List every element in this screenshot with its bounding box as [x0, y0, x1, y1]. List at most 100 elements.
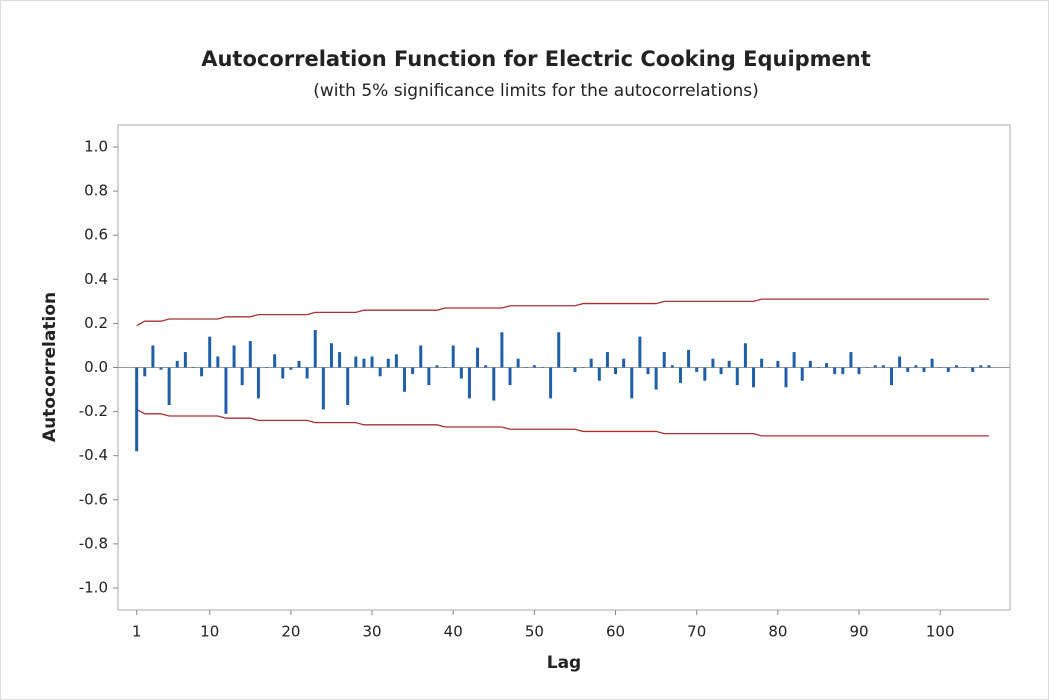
acf-bar	[354, 356, 358, 368]
acf-bar	[224, 367, 228, 414]
acf-bar	[565, 367, 569, 368]
acf-bar	[825, 363, 829, 368]
acf-bar	[386, 358, 390, 368]
acf-bar	[492, 367, 496, 401]
acf-bar	[183, 352, 187, 368]
acf-bar	[743, 343, 747, 368]
x-tick-label: 30	[362, 623, 381, 641]
acf-bar	[857, 367, 861, 375]
acf-bar	[476, 347, 480, 368]
acf-bar	[305, 367, 309, 379]
acf-bar	[240, 367, 244, 386]
y-tick-label: 1.0	[84, 138, 108, 156]
acf-bar	[265, 367, 269, 368]
x-tick-label: 60	[606, 623, 625, 641]
acf-bar	[524, 367, 528, 368]
chart-subtitle: (with 5% significance limits for the aut…	[313, 81, 759, 101]
acf-bar	[881, 365, 885, 368]
x-tick-label: 90	[849, 623, 868, 641]
acf-bar	[597, 367, 601, 381]
acf-bar	[816, 367, 820, 368]
acf-bar	[581, 367, 585, 368]
acf-bar	[451, 345, 455, 368]
acf-bar	[273, 354, 277, 368]
acf-bar	[175, 360, 179, 368]
acf-bar	[833, 367, 837, 375]
acf-bar	[589, 358, 593, 368]
acf-bar	[630, 367, 634, 399]
significance-limit	[136, 298, 989, 327]
acf-bar	[841, 367, 845, 375]
acf-bar	[752, 367, 756, 388]
acf-bar	[370, 356, 374, 368]
acf-bar	[687, 349, 691, 368]
acf-bar	[508, 367, 512, 386]
acf-bar	[557, 332, 561, 368]
acf-bar	[987, 365, 991, 368]
acf-bar	[963, 367, 967, 368]
x-tick-label: 1	[132, 623, 142, 641]
acf-bar	[232, 345, 236, 368]
acf-bar	[808, 360, 812, 368]
acf-bar	[622, 358, 626, 368]
acf-bar	[889, 367, 893, 386]
x-tick-label: 100	[926, 623, 955, 641]
acf-bar	[143, 367, 147, 377]
acf-bar	[979, 365, 983, 368]
acf-bar	[954, 365, 958, 368]
acf-bar	[971, 367, 975, 372]
x-tick-label: 20	[281, 623, 300, 641]
acf-bar	[703, 367, 707, 381]
acf-bar	[898, 356, 902, 368]
acf-bar	[873, 365, 877, 368]
acf-bar	[346, 367, 350, 405]
acf-bar	[678, 367, 682, 383]
acf-bar	[484, 365, 488, 368]
y-tick-label: 0.6	[84, 226, 108, 244]
x-tick-label: 50	[525, 623, 544, 641]
y-tick-label: 0.8	[84, 182, 108, 200]
acf-bar	[930, 358, 934, 368]
acf-bar	[605, 352, 609, 368]
acf-bar	[946, 367, 950, 372]
acf-bar	[784, 367, 788, 388]
acf-bar	[208, 336, 212, 368]
acf-bar	[865, 367, 869, 368]
acf-bar	[711, 358, 715, 368]
acf-bar	[695, 367, 699, 372]
acf-bar	[321, 367, 325, 410]
acf-bar	[427, 367, 431, 386]
y-tick-label: -0.2	[79, 402, 108, 420]
acf-bar	[922, 367, 926, 372]
acf-bar	[191, 367, 195, 368]
acf-bar	[216, 356, 220, 368]
acf-bar	[329, 343, 333, 368]
chart-title: Autocorrelation Function for Electric Co…	[201, 47, 871, 71]
acf-bar	[849, 352, 853, 368]
acf-bar	[378, 367, 382, 377]
acf-bar	[768, 367, 772, 368]
acf-bar	[403, 367, 407, 392]
x-axis-label: Lag	[547, 653, 581, 673]
acf-bar	[727, 360, 731, 368]
y-tick-label: -0.6	[79, 490, 108, 508]
acf-bar	[549, 367, 553, 399]
acf-bar	[167, 367, 171, 405]
x-tick-label: 80	[768, 623, 787, 641]
significance-limit	[136, 408, 989, 437]
acf-bar	[654, 367, 658, 390]
acf-bar	[500, 332, 504, 368]
acf-bar	[394, 354, 398, 368]
acf-bar	[573, 367, 577, 372]
acf-bar	[638, 336, 642, 368]
acf-bar	[776, 360, 780, 368]
acf-bar	[281, 367, 285, 379]
acf-bar	[467, 367, 471, 399]
acf-bar	[135, 367, 139, 452]
acf-bar	[200, 367, 204, 377]
acf-bar	[938, 367, 942, 368]
acf-bar	[540, 367, 544, 368]
x-tick-label: 70	[687, 623, 706, 641]
acf-bar	[338, 352, 342, 368]
acf-bar	[532, 365, 536, 368]
